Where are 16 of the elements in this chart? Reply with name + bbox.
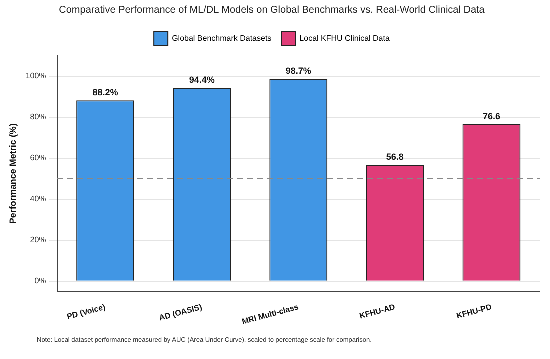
y-tick-label: 0% [34, 276, 46, 286]
legend-label: Global Benchmark Datasets [172, 34, 272, 44]
y-tick-label: 40% [30, 194, 46, 204]
data-label: 76.6 [482, 111, 500, 122]
x-tick-label: PD (Voice) [66, 302, 107, 322]
y-tick-label: 100% [26, 72, 46, 81]
y-tick-label: 20% [30, 236, 46, 245]
data-label: 98.7% [286, 66, 312, 76]
data-label: 88.2% [92, 88, 118, 98]
y-axis-title: Performance Metric (%) [8, 124, 18, 224]
legend-label: Local KFHU Clinical Data [300, 34, 390, 44]
data-label: 94.4% [189, 74, 215, 85]
y-tick-label: 60% [30, 154, 46, 163]
chart-title: Comparative Performance of ML/DL Models on Global Benchmarks vs. Real-World Clinical Data [59, 4, 486, 16]
y-tick-label: 80% [30, 112, 46, 122]
data-label: 56.8 [386, 152, 404, 162]
